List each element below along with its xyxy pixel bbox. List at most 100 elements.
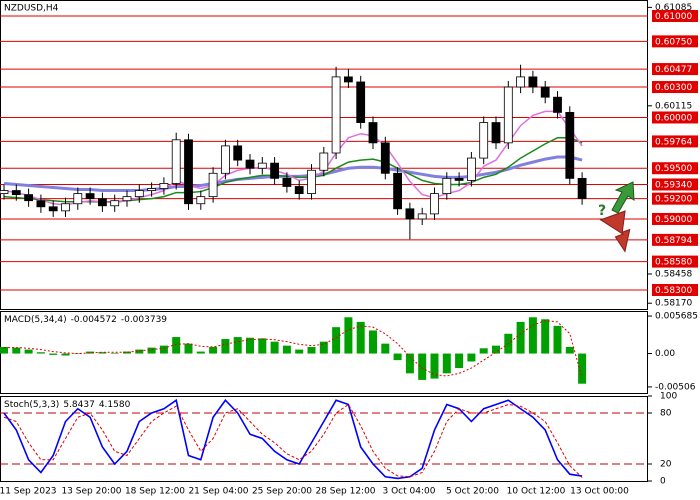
histogram-bar [307, 346, 316, 354]
candle-body [98, 198, 107, 207]
candle-body [331, 76, 341, 154]
candle-body [196, 196, 206, 205]
candle-body [442, 177, 452, 194]
y-tick-label: -0.00506 [655, 382, 696, 392]
histogram-bar [258, 338, 267, 354]
histogram-bar [61, 353, 70, 356]
level-label: 0.59500 [655, 164, 692, 174]
candle-body [356, 81, 366, 123]
candle-body [257, 162, 267, 169]
histogram-bar [159, 345, 168, 354]
indicator-label: -0.003739 [121, 315, 167, 325]
level-box [652, 284, 698, 297]
histogram-bar [565, 346, 574, 354]
level-label: 0.60000 [655, 113, 692, 123]
level-box [652, 35, 698, 48]
level-label: 0.59764 [655, 137, 692, 147]
histogram-bar [73, 353, 82, 355]
histogram-bar [12, 347, 21, 354]
level-label: 0.59000 [655, 215, 692, 225]
candle-body [294, 186, 304, 194]
candle-body [540, 86, 550, 98]
histogram-bar [295, 349, 304, 354]
histogram-bar [270, 341, 279, 354]
histogram-bar [430, 353, 439, 379]
indicator-label: 5.8437 [63, 400, 95, 410]
candle-body [147, 188, 157, 191]
level-label: 0.58580 [655, 258, 692, 268]
x-tick-label: 28 Sep 12:00 [315, 487, 375, 497]
candle-body [11, 190, 21, 196]
forecast-mark: ? [598, 203, 606, 219]
histogram-bar [98, 352, 107, 354]
indicator-label: -0.004572 [71, 315, 117, 325]
candle-body [0, 190, 9, 194]
histogram-bar [147, 347, 156, 354]
x-tick-label: 21 Sep 04:00 [188, 487, 248, 497]
candle-body [270, 162, 280, 179]
histogram-bar [184, 343, 193, 354]
histogram-bar [344, 317, 353, 354]
x-tick-label: 5 Oct 20:00 [446, 487, 499, 497]
y-tick-label: 20 [660, 460, 672, 470]
x-tick-label: 3 Oct 04:00 [383, 487, 436, 497]
histogram-bar [246, 337, 254, 354]
histogram-bar [442, 353, 451, 374]
candle-body [516, 76, 525, 88]
level-box [652, 212, 698, 225]
histogram-bar [233, 337, 242, 354]
y-tick-label: 0 [660, 477, 666, 487]
y-tick-label: 0.58458 [655, 269, 692, 279]
candle-body [307, 169, 316, 194]
histogram-bar [356, 321, 365, 354]
histogram-bar [49, 353, 58, 355]
level-label: 0.58300 [655, 286, 692, 296]
candle-body [48, 206, 58, 212]
candle-body [85, 193, 95, 200]
histogram-bar [479, 348, 488, 354]
level-label: 0.61000 [655, 12, 692, 22]
y-tick-label: 0.60115 [655, 101, 692, 111]
candle-body [208, 172, 218, 198]
y-tick-label: 0.61085 [655, 3, 692, 13]
signal-line [4, 320, 583, 379]
candle-body [368, 122, 378, 144]
histogram-bar [172, 337, 181, 354]
level-label: 0.60300 [655, 83, 692, 93]
stoch-panel [0, 396, 648, 482]
candle-body [491, 122, 501, 144]
histogram-bar [196, 351, 205, 354]
indicator-title: Stoch(5,3,3) 5.8437 4.1580 [4, 400, 131, 410]
candle-body [503, 86, 513, 144]
candle-body [36, 200, 46, 208]
histogram-bar [332, 327, 341, 354]
candle-body [577, 177, 587, 200]
level-box [652, 233, 698, 246]
level-box [652, 9, 698, 22]
histogram-bar [418, 353, 427, 380]
level-box [652, 255, 698, 268]
level-box [652, 192, 698, 205]
histogram-bar [319, 341, 328, 354]
histogram-bar [24, 349, 33, 354]
candle-body [110, 200, 120, 207]
candle-body [565, 112, 575, 179]
down-arrow [599, 210, 631, 253]
candle-body [393, 172, 403, 210]
x-tick-label: 10 Oct 12:00 [507, 487, 566, 497]
indicator-label: MACD(5,34,4) [4, 315, 67, 325]
histogram-bar [282, 345, 291, 354]
candle-body [405, 208, 415, 220]
indicator-label: 4.1580 [99, 400, 131, 410]
histogram-bar [541, 319, 550, 354]
y-tick-label: 0.00 [655, 349, 675, 359]
level-label: 0.59340 [655, 180, 692, 190]
candle-body [319, 152, 329, 171]
level-box [652, 135, 698, 148]
candle-body [73, 193, 83, 205]
level-label: 0.60750 [655, 37, 692, 47]
candle-body [417, 213, 427, 220]
y-tick-label: 0.005685 [655, 312, 698, 322]
main-panel [0, 0, 648, 310]
